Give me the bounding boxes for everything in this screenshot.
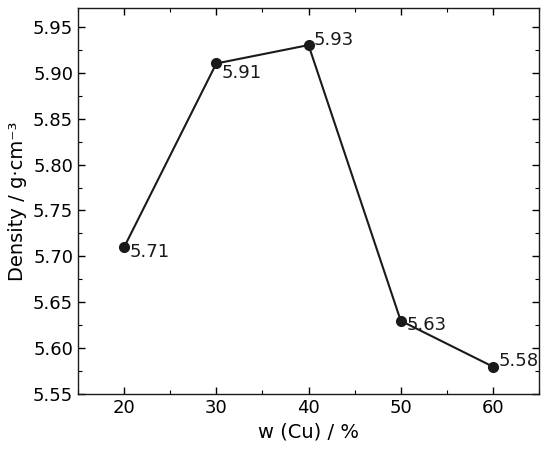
Text: 5.63: 5.63 — [406, 316, 447, 334]
X-axis label: w (Cu) / %: w (Cu) / % — [258, 423, 359, 441]
Text: 5.93: 5.93 — [314, 31, 354, 49]
Text: 5.58: 5.58 — [498, 352, 538, 370]
Text: 5.71: 5.71 — [130, 243, 170, 261]
Y-axis label: Density / g·cm⁻³: Density / g·cm⁻³ — [8, 122, 28, 281]
Text: 5.91: 5.91 — [222, 63, 262, 81]
